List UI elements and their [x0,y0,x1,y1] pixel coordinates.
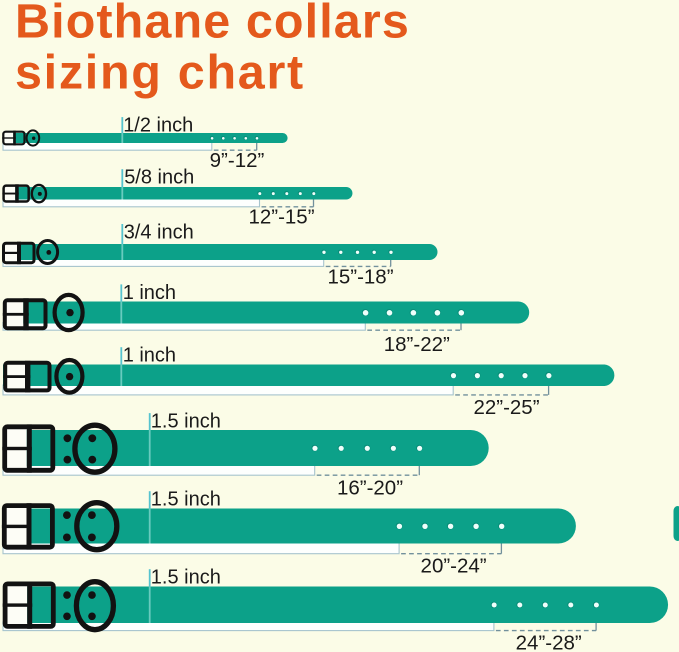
svg-text:22”-25”: 22”-25” [473,396,539,419]
svg-text:24”-28”: 24”-28” [516,631,582,652]
svg-text:5/8 inch: 5/8 inch [124,167,194,189]
svg-text:1.5 inch: 1.5 inch [151,411,221,433]
svg-text:12”-15”: 12”-15” [248,205,314,228]
svg-text:Biothane collars: Biothane collars [15,0,410,48]
svg-text:1 inch: 1 inch [123,282,176,304]
svg-text:18”-22”: 18”-22” [384,333,450,356]
svg-text:sizing chart: sizing chart [15,45,305,99]
svg-text:1.5 inch: 1.5 inch [151,489,221,511]
svg-text:16”-20”: 16”-20” [337,476,403,499]
svg-text:3/4 inch: 3/4 inch [124,222,194,244]
svg-text:1 inch: 1 inch [123,345,176,367]
svg-text:9”-12”: 9”-12” [210,149,265,172]
svg-text:1/2 inch: 1/2 inch [123,115,193,137]
svg-text:20”-24”: 20”-24” [421,554,487,577]
svg-text:1.5 inch: 1.5 inch [151,567,221,589]
svg-text:15”-18”: 15”-18” [327,265,393,288]
